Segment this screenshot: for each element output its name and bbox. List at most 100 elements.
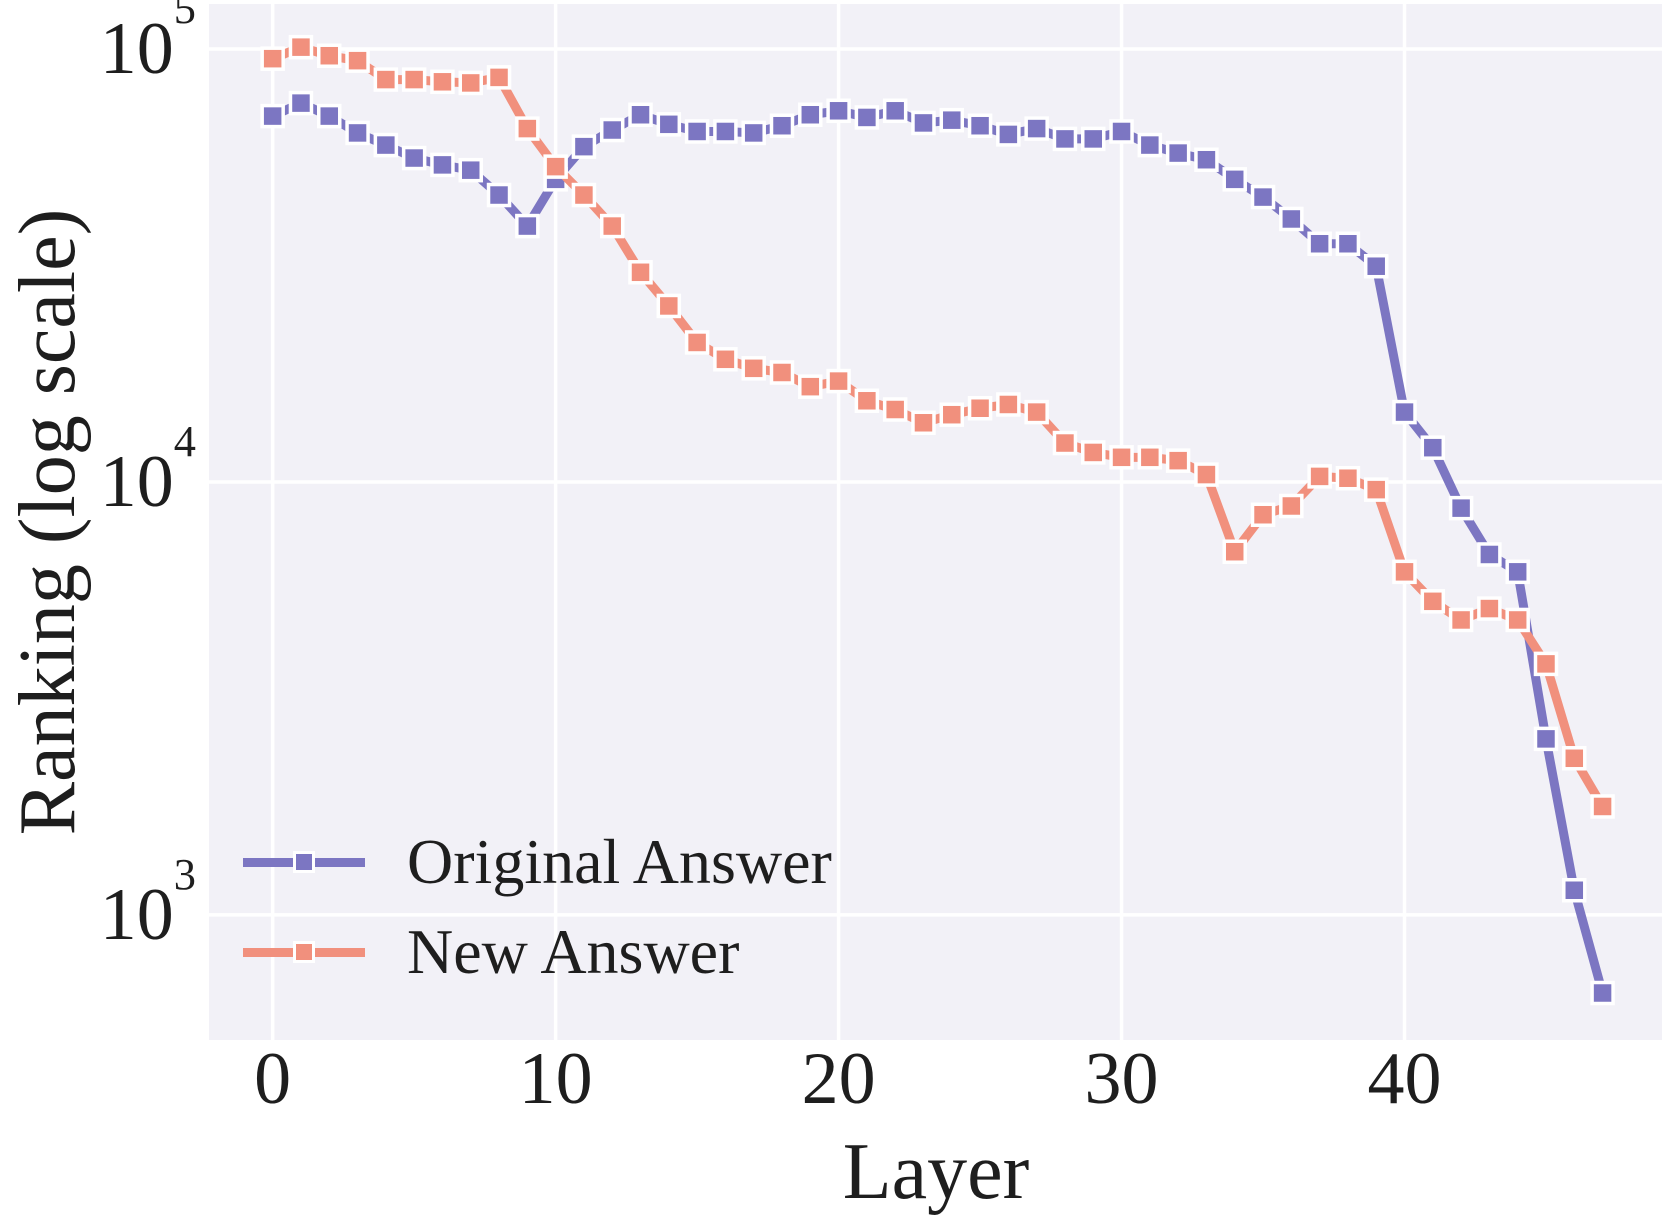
data-point-marker: [1335, 465, 1361, 491]
data-point-marker: [798, 374, 823, 399]
data-point-marker: [1533, 651, 1559, 677]
y-axis-label: Ranking (log scale): [4, 208, 92, 836]
legend-label: Original Answer: [407, 826, 832, 897]
data-point-marker: [1363, 253, 1389, 279]
data-point-marker: [1052, 126, 1078, 152]
data-point-marker: [543, 154, 568, 179]
data-point-marker: [1505, 559, 1530, 585]
data-point-marker: [1562, 877, 1587, 903]
data-point-marker: [373, 67, 399, 92]
data-point-marker: [260, 103, 285, 129]
data-point-marker: [288, 34, 314, 60]
data-point-marker: [628, 260, 653, 285]
data-point-marker: [1279, 206, 1304, 232]
data-point-marker: [656, 293, 682, 319]
data-point-marker: [939, 402, 965, 427]
data-point-marker: [996, 392, 1021, 417]
data-point-marker: [345, 48, 370, 73]
data-point-marker: [1307, 231, 1332, 256]
data-point-marker: [967, 395, 993, 421]
data-point-marker: [1307, 464, 1332, 489]
data-point-marker: [769, 360, 795, 385]
data-point-marker: [430, 152, 455, 178]
data-point-marker: [769, 113, 795, 138]
data-point-marker: [1477, 542, 1502, 567]
x-tick-label-40: 40: [1367, 1038, 1442, 1120]
legend-label: New Answer: [407, 916, 740, 987]
data-point-marker: [1222, 167, 1247, 192]
legend-entry-original-answer: Original Answer: [243, 817, 832, 907]
data-point-marker: [458, 70, 483, 96]
data-point-marker: [288, 90, 314, 116]
y-tick-label-1e4: 104: [99, 415, 196, 523]
data-point-marker: [1052, 430, 1078, 456]
data-point-marker: [1194, 462, 1219, 487]
data-point-marker: [1392, 399, 1417, 425]
data-point-marker: [1137, 445, 1163, 470]
data-point-marker: [1363, 477, 1389, 502]
data-point-marker: [1420, 589, 1446, 614]
data-point-marker: [515, 213, 540, 239]
y-tick-label-1e5: 105: [99, 0, 196, 91]
data-point-marker: [401, 67, 427, 92]
data-point-marker: [911, 110, 936, 136]
data-point-marker: [826, 98, 851, 124]
data-point-marker: [1250, 184, 1276, 210]
data-point-marker: [401, 145, 427, 171]
data-point-marker: [684, 119, 710, 144]
data-point-marker: [967, 113, 993, 138]
data-point-marker: [458, 157, 483, 183]
data-point-marker: [1392, 559, 1417, 585]
data-point-marker: [571, 134, 597, 159]
data-point-marker: [741, 120, 766, 146]
x-tick-label-30: 30: [1084, 1038, 1159, 1120]
data-point-marker: [1590, 794, 1615, 819]
x-axis-label: Layer: [842, 1128, 1030, 1216]
data-point-marker: [345, 120, 370, 146]
data-point-marker: [1024, 116, 1049, 141]
x-tick-label-20: 20: [801, 1038, 876, 1120]
data-point-marker: [1081, 440, 1106, 465]
data-point-marker: [260, 46, 285, 71]
data-point-marker: [1590, 980, 1615, 1006]
data-point-marker: [1448, 607, 1474, 633]
data-point-marker: [317, 103, 342, 129]
data-point-marker: [1505, 607, 1530, 633]
data-point-marker: [741, 356, 766, 381]
data-point-marker: [515, 116, 540, 141]
data-point-marker: [1562, 746, 1587, 771]
data-point-marker: [854, 388, 880, 414]
data-point-marker: [1222, 539, 1247, 564]
data-point-marker: [854, 105, 880, 130]
data-point-marker: [939, 107, 965, 133]
data-point-marker: [486, 65, 512, 90]
data-point-marker: [1109, 445, 1134, 470]
data-point-marker: [599, 117, 625, 143]
data-point-marker: [996, 122, 1021, 147]
data-point-marker: [599, 213, 625, 239]
data-point-marker: [826, 368, 851, 394]
data-point-marker: [911, 410, 936, 436]
x-tick-label-10: 10: [518, 1038, 593, 1120]
x-tick-label-0: 0: [254, 1038, 292, 1120]
data-point-marker: [373, 132, 399, 158]
data-point-marker: [1081, 126, 1106, 152]
data-point-marker: [1165, 140, 1191, 166]
y-tick-label-1e3: 103: [99, 848, 196, 956]
data-point-marker: [1448, 495, 1474, 521]
data-point-marker: [798, 102, 823, 127]
legend: Original Answer New Answer: [243, 817, 832, 997]
legend-square-marker-icon: [293, 851, 315, 873]
data-point-marker: [1533, 726, 1559, 752]
data-point-marker: [628, 102, 653, 127]
data-point-marker: [684, 330, 710, 355]
data-point-marker: [430, 69, 455, 95]
data-point-marker: [1335, 231, 1361, 256]
data-point-marker: [1137, 132, 1163, 158]
legend-square-marker-icon: [293, 941, 315, 963]
data-point-marker: [1109, 119, 1134, 144]
data-point-marker: [882, 397, 908, 422]
data-point-marker: [656, 112, 682, 137]
